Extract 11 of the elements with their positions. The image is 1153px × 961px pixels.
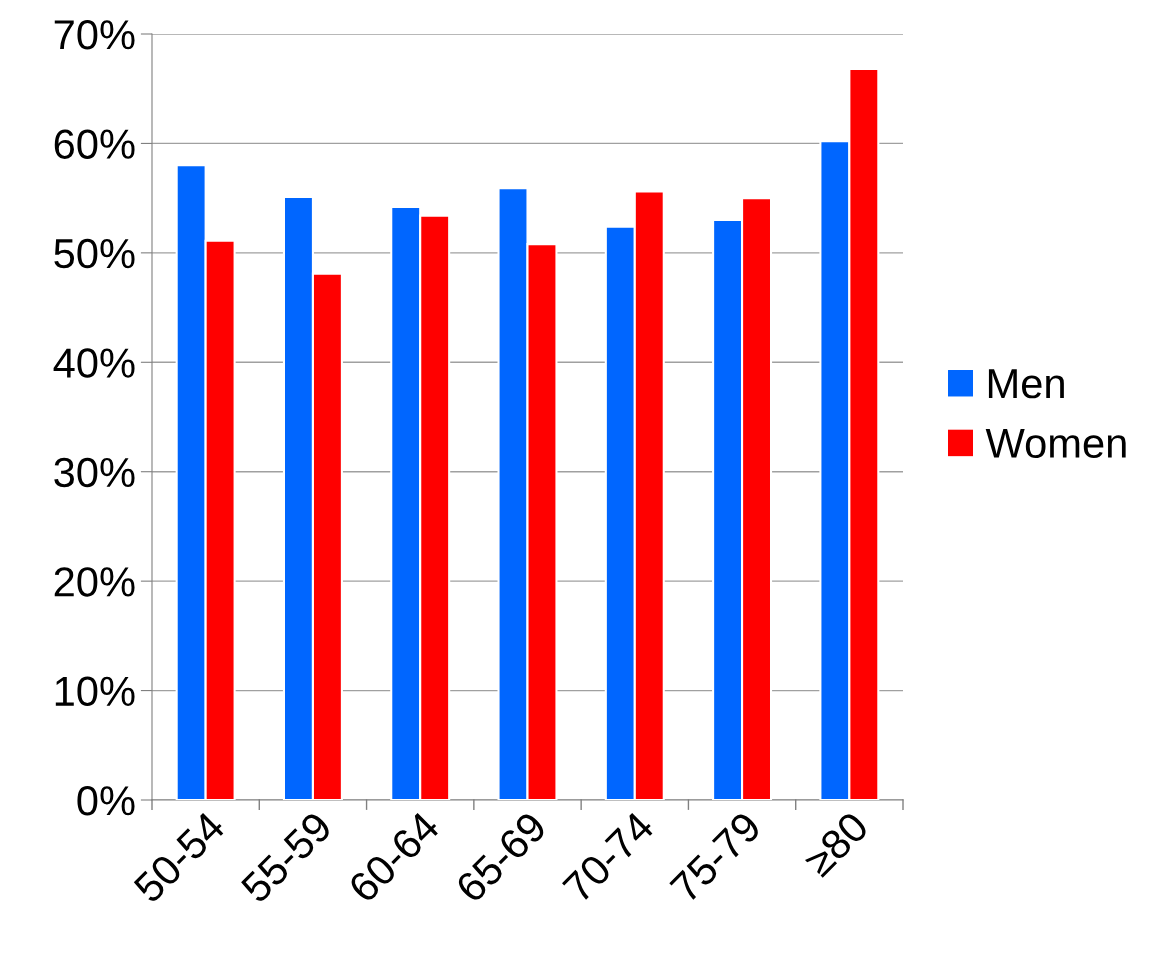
- legend-label: Women: [985, 428, 1126, 459]
- y-tick-label: 0%: [77, 786, 135, 816]
- y-tick-label: 70%: [54, 20, 135, 50]
- y-tick-label: 40%: [53, 348, 135, 378]
- y-tick-label: 10%: [55, 676, 135, 707]
- y-tick-label: 50%: [54, 238, 135, 269]
- y-tick-label: 60%: [54, 129, 135, 159]
- legend-label: Men: [988, 369, 1064, 399]
- y-tick-label: 30%: [54, 457, 135, 488]
- y-tick-label: 20%: [54, 567, 135, 597]
- x-tick-label: ≥80: [802, 810, 870, 878]
